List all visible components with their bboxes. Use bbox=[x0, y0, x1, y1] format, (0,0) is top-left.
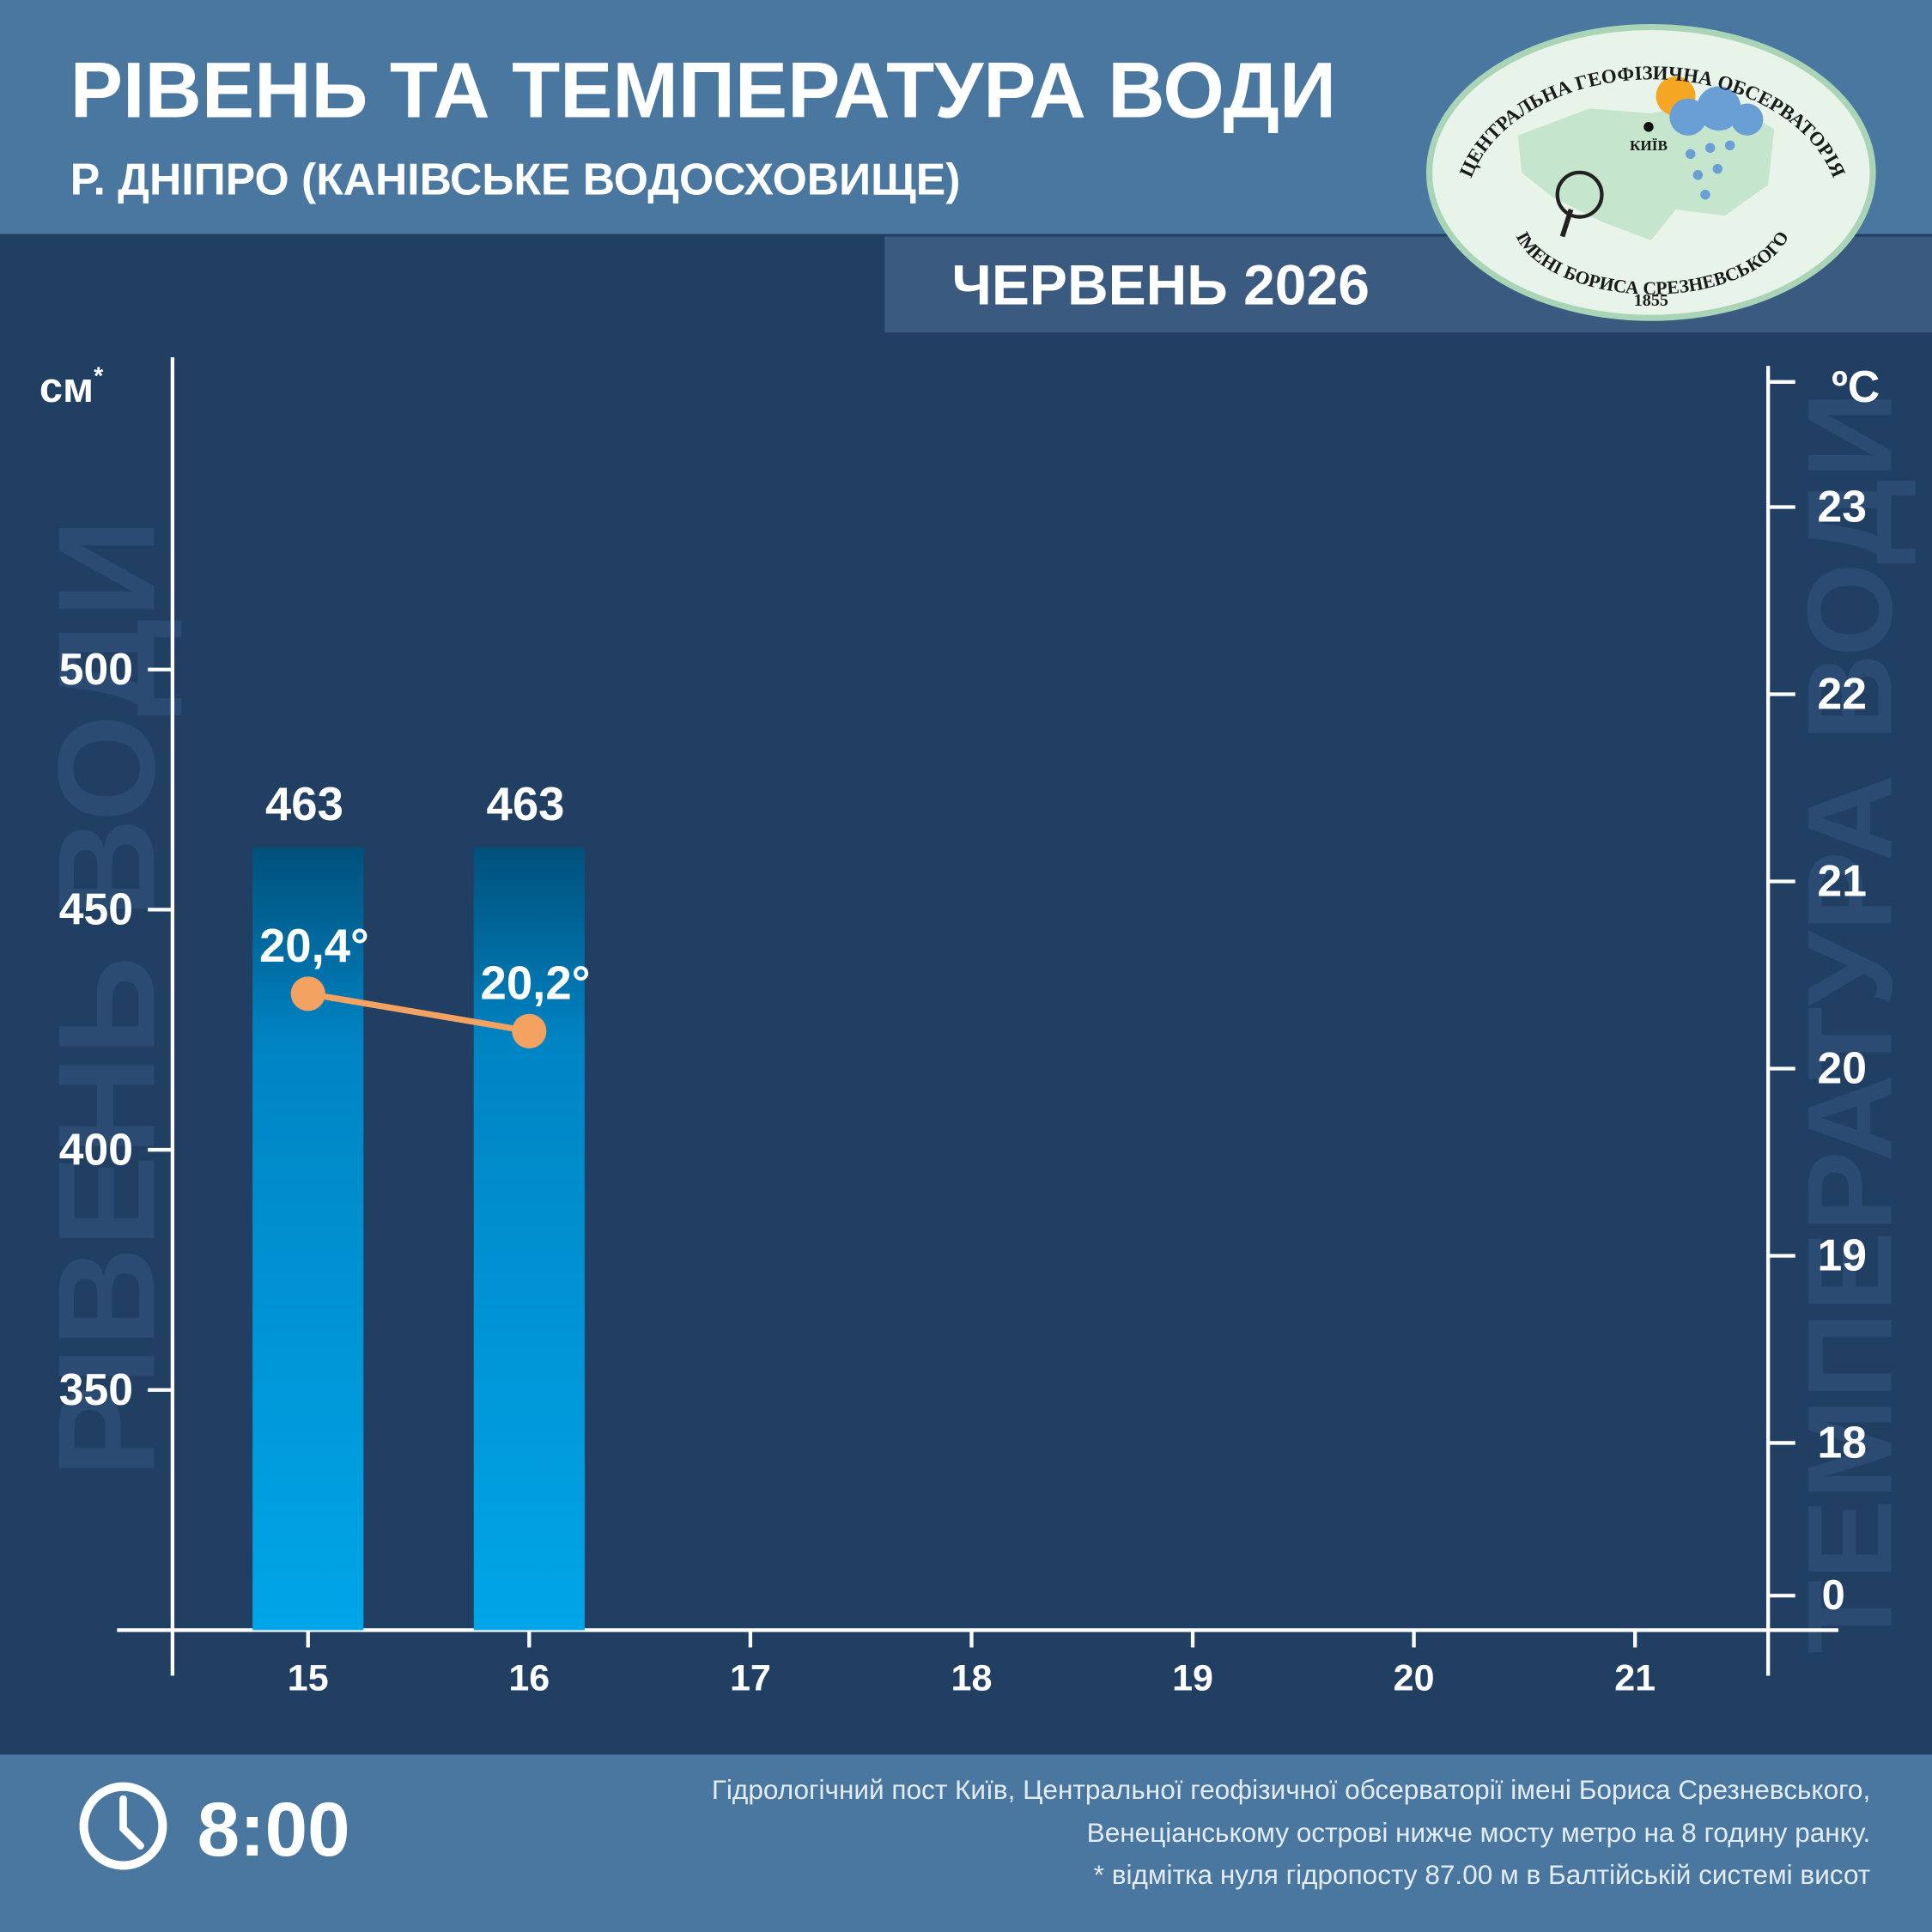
logo-cloud bbox=[1731, 103, 1764, 136]
footnotes: Гідрологічний пост Київ, Центральної гео… bbox=[712, 1774, 1870, 1890]
bar-value-label: 463 bbox=[487, 778, 565, 830]
x-tick-label: 17 bbox=[730, 1658, 771, 1699]
y2-break-label: 0 bbox=[1822, 1572, 1845, 1619]
temperature-label: 20,4° bbox=[259, 920, 369, 972]
temperature-line bbox=[307, 990, 530, 1035]
temperature-marker bbox=[512, 1013, 547, 1048]
logo-cloud bbox=[1696, 86, 1741, 131]
y2-tick-label: 23 bbox=[1818, 482, 1867, 532]
x-tick-label: 18 bbox=[951, 1658, 993, 1699]
x-tick-label: 16 bbox=[508, 1658, 550, 1699]
footnote: * відмітка нуля гідропосту 87.00 м в Бал… bbox=[1094, 1859, 1871, 1890]
footnote: Гідрологічний пост Київ, Центральної гео… bbox=[712, 1774, 1870, 1805]
footer-band bbox=[0, 1754, 1932, 1932]
logo-city: КИЇВ bbox=[1630, 137, 1668, 154]
temperature-marker bbox=[290, 976, 325, 1012]
y2-axis-watermark: ТЕМПЕРАТУРА ВОДИ bbox=[1783, 392, 1917, 1654]
bar bbox=[473, 847, 585, 1631]
y2-tick-label: 19 bbox=[1818, 1230, 1867, 1280]
clock-hands bbox=[119, 1795, 144, 1850]
period: ЧЕРВЕНЬ 2026 bbox=[952, 252, 1370, 316]
y2-unit: ºC bbox=[1832, 361, 1880, 411]
x-tick-label: 19 bbox=[1172, 1658, 1213, 1699]
x-tick-label: 21 bbox=[1614, 1658, 1656, 1699]
x-tick-label: 15 bbox=[288, 1658, 329, 1699]
y-tick-label: 500 bbox=[59, 644, 133, 694]
y2-tick-label: 22 bbox=[1818, 669, 1867, 719]
logo-antenna bbox=[1559, 209, 1574, 238]
y-tick-label: 450 bbox=[59, 884, 133, 934]
logo-map bbox=[1517, 98, 1775, 240]
y-tick-label: 350 bbox=[59, 1364, 133, 1414]
y2-tick-label: 20 bbox=[1818, 1043, 1867, 1093]
footnote: Венеціанському острові нижче мосту метро… bbox=[1087, 1817, 1871, 1848]
clock-icon bbox=[79, 1782, 167, 1870]
y-unit-note: * bbox=[94, 363, 104, 391]
y-unit: см* bbox=[39, 363, 104, 411]
logo-rain bbox=[1686, 140, 1735, 200]
logo: КИЇВ ЦЕНТРАЛЬНА ГЕОФІЗИЧНА ОБСЕРВАТОРІЯ … bbox=[1425, 23, 1876, 321]
y-unit: см bbox=[39, 365, 94, 411]
time: 8:00 bbox=[197, 1786, 350, 1872]
logo-year: 1855 bbox=[1634, 291, 1668, 310]
bar-value-label: 463 bbox=[265, 778, 343, 830]
logo-city-dot bbox=[1643, 122, 1654, 132]
y2-tick-label: 21 bbox=[1818, 856, 1867, 906]
subtitle: Р. ДНІПРО (КАНІВСЬКЕ ВОДОСХОВИЩЕ) bbox=[70, 155, 961, 204]
y-tick-label: 400 bbox=[59, 1124, 133, 1174]
x-tick-label: 20 bbox=[1394, 1658, 1435, 1699]
y2-tick-label: 18 bbox=[1818, 1418, 1867, 1467]
y-axis-watermark: РІВЕНЬ ВОДИ bbox=[30, 519, 184, 1477]
temperature-label: 20,2° bbox=[481, 957, 591, 1010]
title: РІВЕНЬ ТА ТЕМПЕРАТУРА ВОДИ bbox=[70, 46, 1336, 134]
logo-antenna bbox=[1555, 170, 1604, 219]
